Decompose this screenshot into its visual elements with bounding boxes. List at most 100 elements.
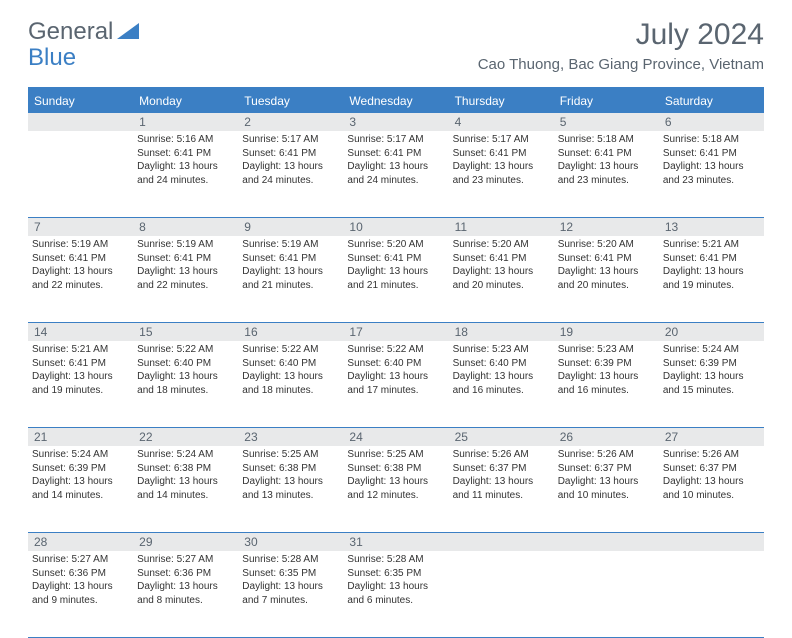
logo-text-2: Blue [28,44,76,72]
calendar-cell: Sunrise: 5:21 AMSunset: 6:41 PMDaylight:… [659,236,764,322]
day-number: 3 [343,113,448,131]
day-number [554,533,659,551]
cell-daylight2: and 20 minutes. [453,279,550,293]
cell-daylight2: and 12 minutes. [347,489,444,503]
cell-daylight1: Daylight: 13 hours [347,370,444,384]
cell-sunset: Sunset: 6:39 PM [558,357,655,371]
cell-daylight2: and 16 minutes. [558,384,655,398]
cell-daylight1: Daylight: 13 hours [663,265,760,279]
cell-daylight1: Daylight: 13 hours [347,160,444,174]
cell-sunrise: Sunrise: 5:20 AM [453,238,550,252]
calendar: Sunday Monday Tuesday Wednesday Thursday… [28,87,764,638]
cell-daylight2: and 8 minutes. [137,594,234,608]
cell-sunset: Sunset: 6:35 PM [242,567,339,581]
cell-daylight1: Daylight: 13 hours [453,160,550,174]
cell-daylight1: Daylight: 13 hours [663,475,760,489]
cell-daylight2: and 22 minutes. [32,279,129,293]
logo: General [28,18,139,46]
cell-daylight2: and 7 minutes. [242,594,339,608]
day-number: 13 [659,218,764,236]
week-row: Sunrise: 5:21 AMSunset: 6:41 PMDaylight:… [28,341,764,428]
calendar-cell: Sunrise: 5:24 AMSunset: 6:39 PMDaylight:… [28,446,133,532]
cell-sunset: Sunset: 6:41 PM [242,147,339,161]
daynum-row: 28293031 [28,533,764,551]
cell-sunset: Sunset: 6:41 PM [137,147,234,161]
cell-daylight2: and 6 minutes. [347,594,444,608]
day-number: 1 [133,113,238,131]
cell-sunrise: Sunrise: 5:22 AM [347,343,444,357]
day-number [449,533,554,551]
cell-sunrise: Sunrise: 5:27 AM [32,553,129,567]
cell-daylight1: Daylight: 13 hours [242,265,339,279]
cell-sunrise: Sunrise: 5:16 AM [137,133,234,147]
cell-sunrise: Sunrise: 5:23 AM [453,343,550,357]
day-number: 25 [449,428,554,446]
cell-daylight2: and 18 minutes. [137,384,234,398]
cell-daylight2: and 9 minutes. [32,594,129,608]
cell-sunset: Sunset: 6:41 PM [453,252,550,266]
cell-daylight2: and 14 minutes. [32,489,129,503]
day-number: 19 [554,323,659,341]
calendar-cell: Sunrise: 5:19 AMSunset: 6:41 PMDaylight:… [28,236,133,322]
calendar-cell: Sunrise: 5:17 AMSunset: 6:41 PMDaylight:… [449,131,554,217]
calendar-cell: Sunrise: 5:27 AMSunset: 6:36 PMDaylight:… [28,551,133,637]
cell-sunrise: Sunrise: 5:24 AM [137,448,234,462]
day-number: 16 [238,323,343,341]
day-number [659,533,764,551]
cell-daylight1: Daylight: 13 hours [32,265,129,279]
cell-daylight2: and 23 minutes. [558,174,655,188]
calendar-cell: Sunrise: 5:22 AMSunset: 6:40 PMDaylight:… [133,341,238,427]
cell-sunset: Sunset: 6:38 PM [347,462,444,476]
calendar-cell [28,131,133,217]
calendar-cell: Sunrise: 5:28 AMSunset: 6:35 PMDaylight:… [343,551,448,637]
location-text: Cao Thuong, Bac Giang Province, Vietnam [478,56,764,73]
cell-sunset: Sunset: 6:39 PM [663,357,760,371]
calendar-cell: Sunrise: 5:23 AMSunset: 6:39 PMDaylight:… [554,341,659,427]
cell-sunset: Sunset: 6:40 PM [137,357,234,371]
cell-sunrise: Sunrise: 5:26 AM [453,448,550,462]
day-number: 4 [449,113,554,131]
cell-sunrise: Sunrise: 5:18 AM [663,133,760,147]
cell-sunset: Sunset: 6:38 PM [242,462,339,476]
day-number: 22 [133,428,238,446]
day-header-tue: Tuesday [238,89,343,113]
day-number: 28 [28,533,133,551]
cell-sunrise: Sunrise: 5:27 AM [137,553,234,567]
week-row: Sunrise: 5:24 AM Sunset: 6:39 PM Daylight:… [28,446,764,533]
cell-daylight2: and 14 minutes. [137,489,234,503]
cell-daylight2: and 23 minutes. [453,174,550,188]
cell-sunset: Sunset: 6:37 PM [558,462,655,476]
cell-daylight2: and 19 minutes. [663,279,760,293]
cell-daylight2: and 20 minutes. [558,279,655,293]
cell-daylight1: Daylight: 13 hours [453,265,550,279]
calendar-cell: Sunrise: 5:23 AMSunset: 6:40 PMDaylight:… [449,341,554,427]
calendar-cell: Sunrise: 5:22 AMSunset: 6:40 PMDaylight:… [238,341,343,427]
cell-sunset: Sunset: 6:39 PM [32,462,129,476]
cell-sunset: Sunset: 6:35 PM [347,567,444,581]
day-header-wed: Wednesday [343,89,448,113]
calendar-cell: Sunrise: 5:26 AMSunset: 6:37 PMDaylight:… [449,446,554,532]
logo-text-1: General [28,18,113,46]
cell-sunrise: Sunrise: 5:25 AM [347,448,444,462]
cell-sunset: Sunset: 6:41 PM [32,357,129,371]
cell-sunset: Sunset: 6:38 PM [137,462,234,476]
cell-sunrise: Sunrise: 5:17 AM [453,133,550,147]
day-header-sun: Sunday [28,89,133,113]
day-header-row: Sunday Monday Tuesday Wednesday Thursday… [28,89,764,113]
day-number: 9 [238,218,343,236]
day-number: 14 [28,323,133,341]
day-number: 29 [133,533,238,551]
day-number: 26 [554,428,659,446]
cell-daylight2: and 22 minutes. [137,279,234,293]
cell-sunset: Sunset: 6:40 PM [347,357,444,371]
day-number: 17 [343,323,448,341]
cell-daylight1: Daylight: 13 hours [242,580,339,594]
cell-daylight1: Daylight: 13 hours [347,475,444,489]
cell-daylight1: Daylight: 13 hours [663,370,760,384]
cell-daylight2: and 10 minutes. [663,489,760,503]
cell-sunrise: Sunrise: 5:25 AM [242,448,339,462]
title-block: July 2024 Cao Thuong, Bac Giang Province… [478,18,764,73]
cell-daylight1: Daylight: 13 hours [558,370,655,384]
cell-daylight2: and 15 minutes. [663,384,760,398]
cell-sunset: Sunset: 6:41 PM [347,252,444,266]
